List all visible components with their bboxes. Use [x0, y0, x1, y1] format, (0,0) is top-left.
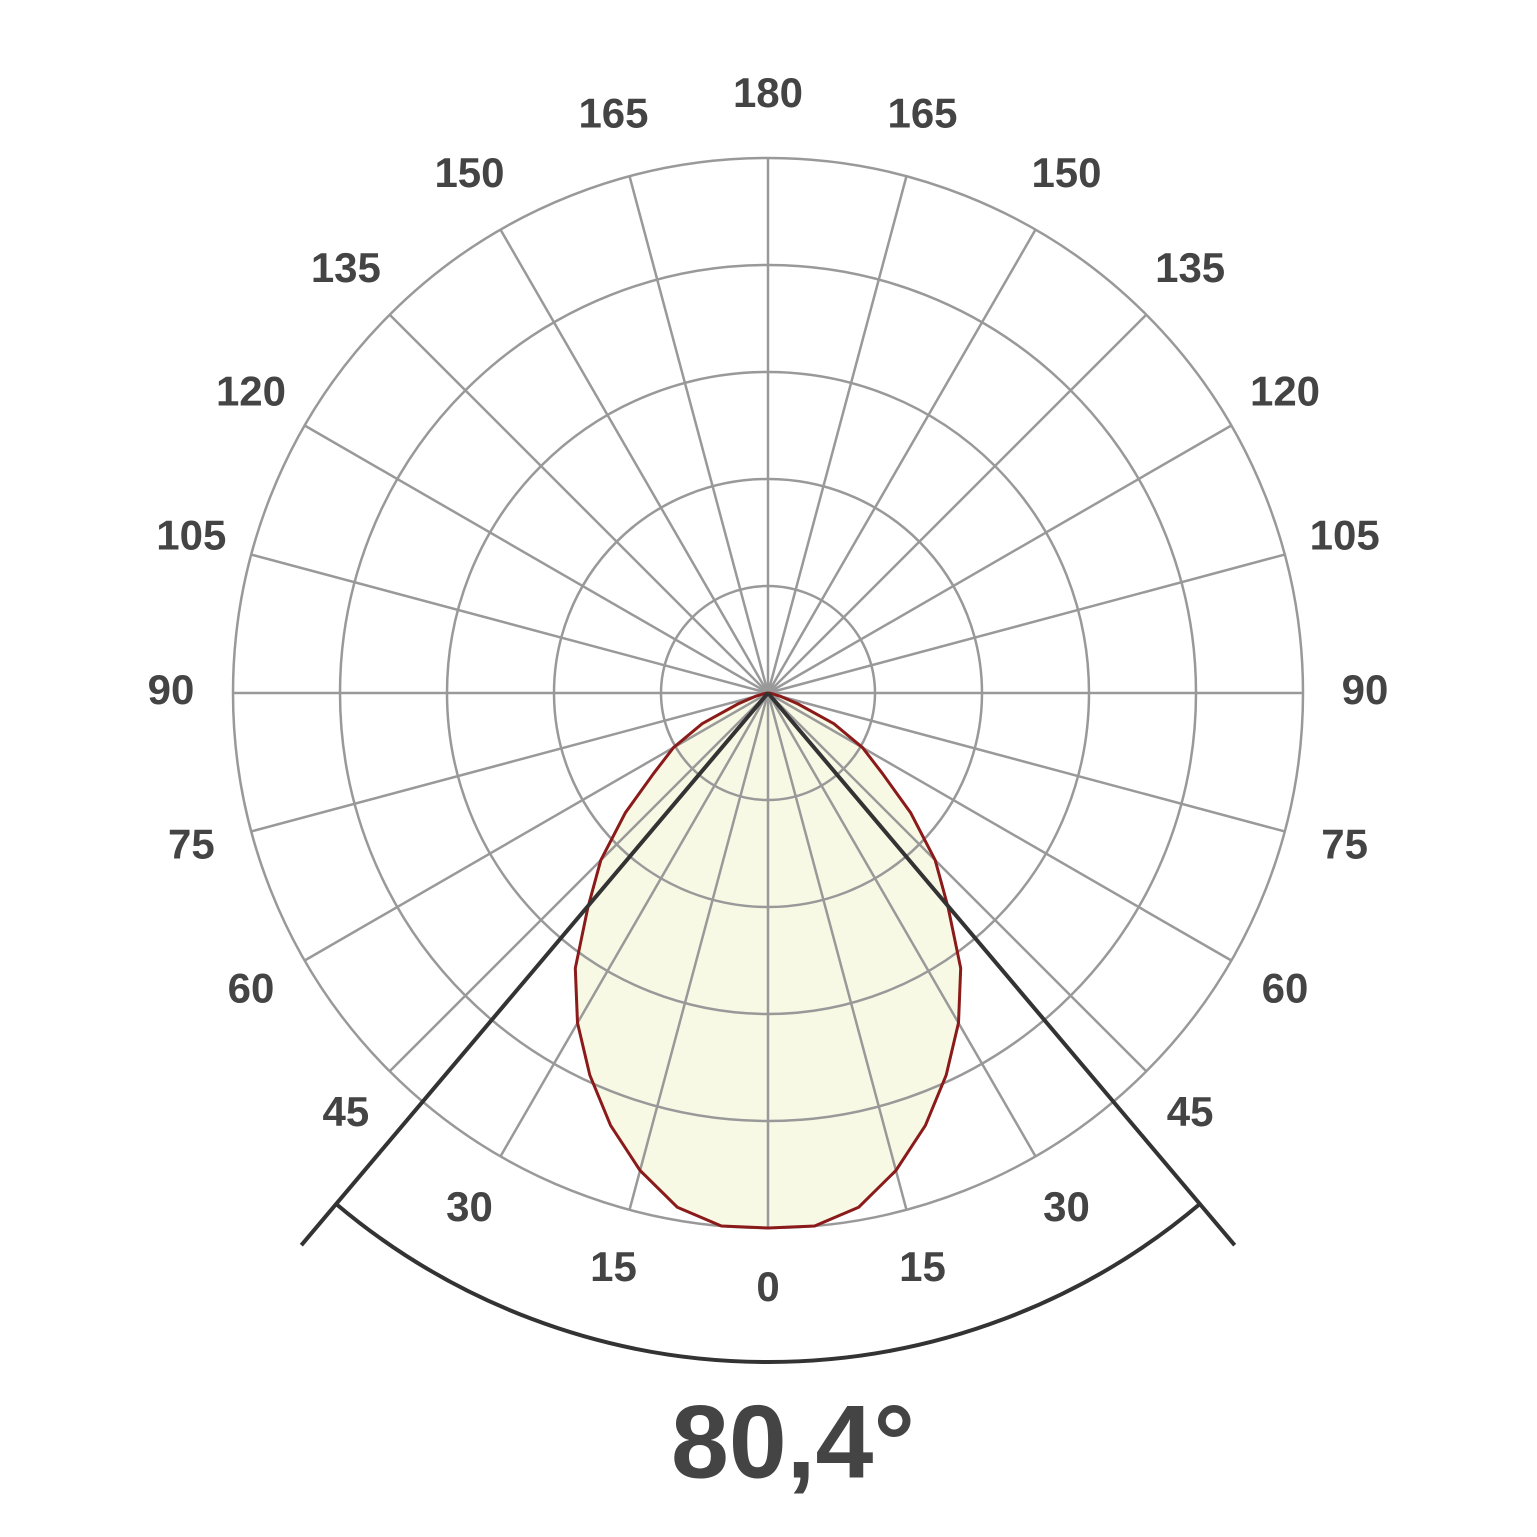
grid-spoke — [250, 691, 769, 833]
angle-tick-label: 45 — [1167, 1088, 1214, 1135]
grid-spoke — [304, 424, 769, 695]
grid-spoke — [767, 691, 1286, 833]
beam-arc — [334, 1202, 1202, 1364]
angle-tick-label: 135 — [1155, 244, 1225, 291]
angle-tick-label: 105 — [1310, 512, 1380, 559]
grid-spoke — [499, 692, 770, 1157]
angle-tick-label: 150 — [1031, 149, 1101, 196]
angle-tick-label: 60 — [1262, 965, 1309, 1012]
angle-tick-label: 135 — [311, 244, 381, 291]
angle-tick-label: 75 — [168, 821, 215, 868]
angle-tick-label: 165 — [887, 89, 957, 136]
angle-tick-label: 30 — [1043, 1183, 1090, 1230]
angle-tick-label: 15 — [590, 1243, 637, 1290]
grid-spoke — [766, 229, 1037, 694]
grid-spoke — [499, 229, 770, 694]
grid-spoke — [766, 692, 908, 1211]
grid-spoke — [388, 313, 769, 694]
grid-spoke — [628, 692, 770, 1211]
grid-spoke — [388, 692, 769, 1073]
angle-tick-label: 150 — [434, 149, 504, 196]
beam-line — [299, 691, 770, 1247]
angle-tick-label: 30 — [446, 1183, 493, 1230]
grid-spoke — [766, 175, 908, 694]
angle-tick-label: 165 — [578, 89, 648, 136]
beam-line — [766, 691, 1237, 1247]
angle-tick-label: 15 — [899, 1243, 946, 1290]
angle-tick-label: 45 — [322, 1088, 369, 1135]
angle-tick-label: 120 — [1250, 368, 1320, 415]
beam-angle-label: 80,4° — [671, 1384, 915, 1500]
grid-spoke — [767, 553, 1286, 695]
grid-spoke — [304, 691, 769, 962]
angle-tick-label: 90 — [1342, 666, 1389, 713]
angle-tick-label: 90 — [148, 666, 195, 713]
angle-tick-label: 105 — [156, 512, 226, 559]
angle-tick-label: 75 — [1321, 821, 1368, 868]
grid-spoke — [767, 691, 1232, 962]
grid-spoke — [767, 424, 1232, 695]
grid-spoke — [767, 313, 1148, 694]
grid-spoke — [628, 175, 770, 694]
angle-tick-label: 120 — [216, 368, 286, 415]
curve — [573, 691, 963, 1230]
grid-spoke — [766, 692, 1037, 1157]
angle-tick-label: 60 — [228, 965, 275, 1012]
angle-tick-label: 180 — [733, 69, 803, 116]
grid-spoke — [767, 692, 1148, 1073]
grid-spoke — [250, 553, 769, 695]
angle-tick-label: 0 — [756, 1263, 779, 1310]
